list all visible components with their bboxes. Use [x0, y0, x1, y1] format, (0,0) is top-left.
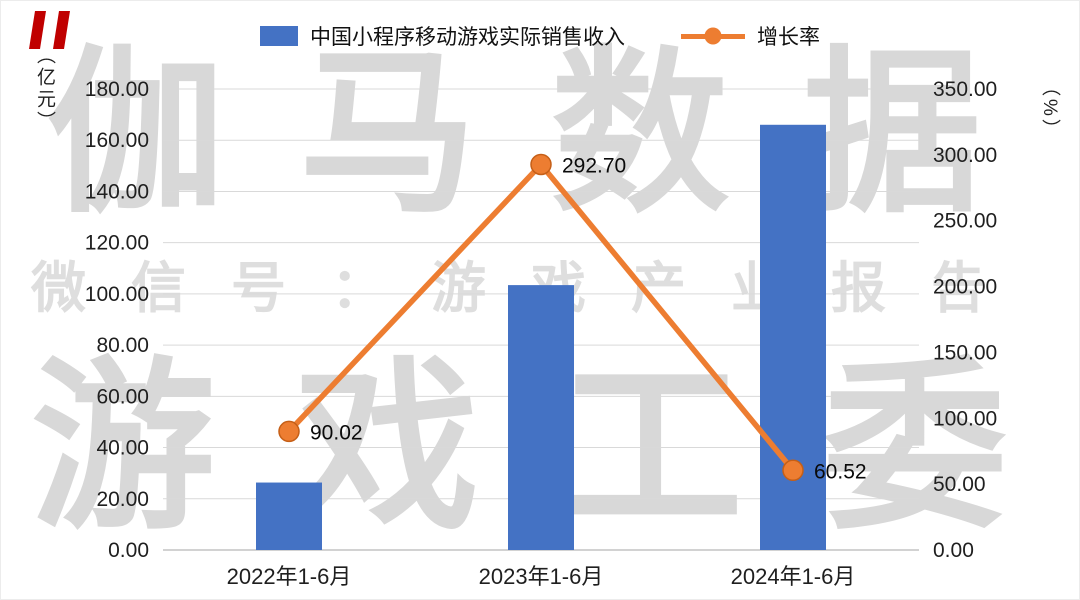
left-axis-tick-label: 160.00: [85, 129, 149, 152]
left-axis-tick-label: 120.00: [85, 232, 149, 255]
left-axis-tick-label: 180.00: [85, 78, 149, 101]
growth-point[interactable]: [530, 153, 552, 176]
right-axis-tick-label: 0.00: [933, 539, 974, 562]
right-axis-tick-label: 350.00: [933, 78, 997, 101]
growth-value-label: 60.52: [814, 460, 867, 483]
right-axis-tick-label: 100.00: [933, 407, 997, 430]
bar-swatch-icon: [260, 26, 298, 46]
revenue-bar[interactable]: [508, 285, 574, 550]
x-axis-category-label: 2024年1-6月: [731, 564, 856, 589]
left-axis-tick-label: 80.00: [96, 334, 149, 357]
right-axis-tick-label: 200.00: [933, 276, 997, 299]
left-axis-tick-label: 60.00: [96, 385, 149, 408]
left-axis-tick-label: 100.00: [85, 283, 149, 306]
revenue-bar[interactable]: [760, 124, 826, 551]
right-axis-tick-label: 250.00: [933, 210, 997, 233]
left-axis-tick-label: 20.00: [96, 488, 149, 511]
red-corner-mark-icon: [29, 11, 70, 49]
right-axis-tick-label: 300.00: [933, 144, 997, 167]
right-axis-unit: （%）: [1039, 77, 1060, 141]
legend-label-growth: 增长率: [757, 26, 820, 49]
legend-label-revenue: 中国小程序移动游戏实际销售收入: [310, 26, 625, 49]
left-axis-tick-label: 40.00: [96, 437, 149, 460]
line-swatch-icon: [681, 26, 745, 46]
growth-value-label: 90.02: [310, 421, 363, 444]
right-axis-tick-label: 150.00: [933, 341, 997, 364]
left-axis-tick-label: 0.00: [108, 539, 149, 562]
growth-point[interactable]: [782, 459, 804, 482]
legend-item-growth[interactable]: 增长率: [681, 21, 820, 51]
line-swatch-marker: [704, 27, 722, 45]
legend-item-revenue[interactable]: 中国小程序移动游戏实际销售收入: [260, 21, 625, 51]
growth-value-label: 292.70: [562, 154, 626, 177]
left-axis-unit: （亿元）: [34, 45, 55, 133]
legend: 中国小程序移动游戏实际销售收入 增长率: [1, 21, 1079, 51]
left-axis-tick-label: 140.00: [85, 180, 149, 203]
revenue-bar[interactable]: [256, 482, 322, 550]
growth-point[interactable]: [278, 420, 300, 443]
right-axis-tick-label: 50.00: [933, 473, 986, 496]
x-axis-category-label: 2023年1-6月: [479, 564, 604, 589]
x-axis-category-label: 2022年1-6月: [227, 564, 352, 589]
